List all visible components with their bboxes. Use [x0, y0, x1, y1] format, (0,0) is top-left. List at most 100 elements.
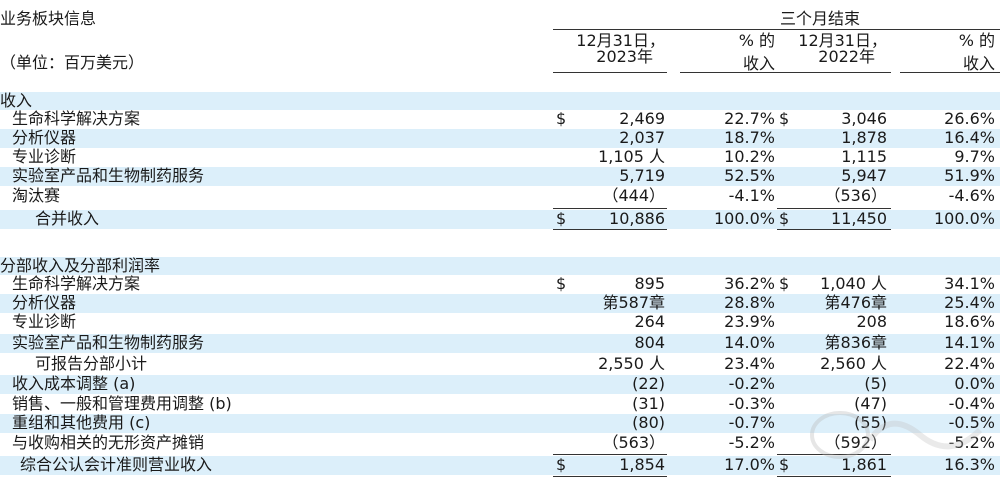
- value-2023: (31): [632, 394, 665, 413]
- percent-2023: -5.2%: [728, 433, 775, 452]
- percent-2022: -5.2%: [948, 433, 995, 452]
- total-rule: [553, 476, 667, 477]
- value-2022: 1,040 人: [820, 274, 887, 293]
- total-rule: [553, 454, 667, 455]
- percent-2023: 52.5%: [724, 166, 775, 185]
- value-2023: (22): [632, 374, 665, 393]
- value-2022: 1,861: [841, 455, 887, 474]
- section-title-revenue: 收入: [0, 91, 33, 110]
- percent-2022: 34.1%: [944, 274, 995, 293]
- currency-symbol: $: [779, 274, 790, 293]
- value-2023: 264: [634, 312, 665, 331]
- value-2022: (55): [854, 413, 887, 432]
- value-2022: （592）: [824, 433, 887, 452]
- percent-2023: -0.3%: [728, 394, 775, 413]
- value-2022: 11,450: [831, 209, 887, 228]
- section-title-segment: 分部收入及分部利润率: [0, 256, 161, 275]
- percent-2022: 22.4%: [944, 354, 995, 373]
- percent-2022: 0.0%: [954, 374, 995, 393]
- percent-2022: -4.6%: [948, 186, 995, 205]
- row-label: 分析仪器: [12, 293, 77, 312]
- row-label: 收入成本调整 (a): [12, 374, 136, 393]
- row-label: 专业诊断: [12, 312, 77, 331]
- value-2023: 5,719: [619, 166, 665, 185]
- col4-header-line1: % 的: [958, 31, 995, 50]
- row-label: 实验室产品和生物制药服务: [12, 333, 205, 352]
- row-label: 可报告分部小计: [35, 354, 148, 373]
- row-label: 实验室产品和生物制药服务: [12, 166, 205, 185]
- value-2022: （536）: [824, 186, 887, 205]
- value-2022: 1,115: [841, 147, 887, 166]
- row-stripe: [0, 294, 1000, 313]
- row-label: 与收购相关的无形资产摊销: [12, 433, 205, 452]
- value-2022: (47): [854, 394, 887, 413]
- row-label: 分析仪器: [12, 128, 77, 147]
- value-2022: 第836章: [824, 333, 887, 352]
- row-label: 销售、一般和管理费用调整 (b): [12, 394, 232, 413]
- percent-2023: -0.2%: [728, 374, 775, 393]
- percent-2022: 51.9%: [944, 166, 995, 185]
- section-band: [0, 257, 1000, 275]
- value-2023: 895: [634, 274, 665, 293]
- row-label: 生命科学解决方案: [12, 109, 141, 128]
- row-label: 合并收入: [35, 209, 100, 228]
- col1-header-line1: 12月31日，: [576, 31, 665, 50]
- percent-2023: 100.0%: [713, 209, 775, 228]
- currency-symbol: $: [556, 109, 567, 128]
- value-2022: 208: [856, 312, 887, 331]
- section-band: [0, 92, 1000, 110]
- total-rule: [777, 208, 891, 209]
- unit-label: （单位：百万美元）: [0, 53, 145, 72]
- total-rule: [553, 208, 667, 209]
- value-2022: 2,560 人: [820, 354, 887, 373]
- percent-2023: 17.0%: [724, 455, 775, 474]
- value-2023: 2,037: [619, 128, 665, 147]
- col2-underline: [680, 72, 777, 73]
- percent-2023: -4.1%: [728, 186, 775, 205]
- row-stripe: [0, 414, 1000, 433]
- col4-underline: [900, 72, 1000, 73]
- currency-symbol: $: [779, 455, 790, 474]
- row-label: 淘汰赛: [12, 186, 61, 205]
- percent-2023: 36.2%: [724, 274, 775, 293]
- percent-2023: 23.4%: [724, 354, 775, 373]
- row-label: 生命科学解决方案: [12, 274, 141, 293]
- period-header: 三个月结束: [779, 9, 860, 28]
- col3-header-line1: 12月31日，: [798, 31, 887, 50]
- value-2022: 3,046: [841, 109, 887, 128]
- value-2023: 2,550 人: [598, 354, 665, 373]
- col1-underline: [553, 72, 667, 73]
- col2-header-line2: 收入: [742, 54, 775, 73]
- row-stripe: [0, 375, 1000, 394]
- value-2022: 5,947: [841, 166, 887, 185]
- percent-2022: 18.6%: [944, 312, 995, 331]
- percent-2022: 16.4%: [944, 128, 995, 147]
- watermark-logo: [800, 390, 990, 480]
- row-stripe: [0, 334, 1000, 353]
- col2-header-line1: % 的: [738, 31, 775, 50]
- value-2023: （563）: [602, 433, 665, 452]
- currency-symbol: $: [556, 209, 567, 228]
- value-2022: 1,878: [841, 128, 887, 147]
- percent-2023: 22.7%: [724, 109, 775, 128]
- percent-2023: -0.7%: [728, 413, 775, 432]
- total-rule: [777, 454, 891, 455]
- value-2022: 第476章: [824, 293, 887, 312]
- value-2023: 1,105 人: [598, 147, 665, 166]
- total-rule: [553, 229, 667, 230]
- value-2023: 10,886: [609, 209, 665, 228]
- total-rule: [777, 476, 891, 477]
- row-stripe: [0, 210, 1000, 229]
- currency-symbol: $: [556, 274, 567, 293]
- col1-header-line2: 2023年: [596, 47, 653, 66]
- table-title: 业务板块信息: [0, 9, 97, 28]
- percent-2022: 9.7%: [954, 147, 995, 166]
- total-rule: [777, 229, 891, 230]
- currency-symbol: $: [779, 209, 790, 228]
- row-stripe: [0, 167, 1000, 186]
- value-2023: 804: [634, 333, 665, 352]
- col4-header-line2: 收入: [962, 54, 995, 73]
- percent-2022: 14.1%: [944, 333, 995, 352]
- value-2023: (80): [632, 413, 665, 432]
- value-2023: 第587章: [602, 293, 665, 312]
